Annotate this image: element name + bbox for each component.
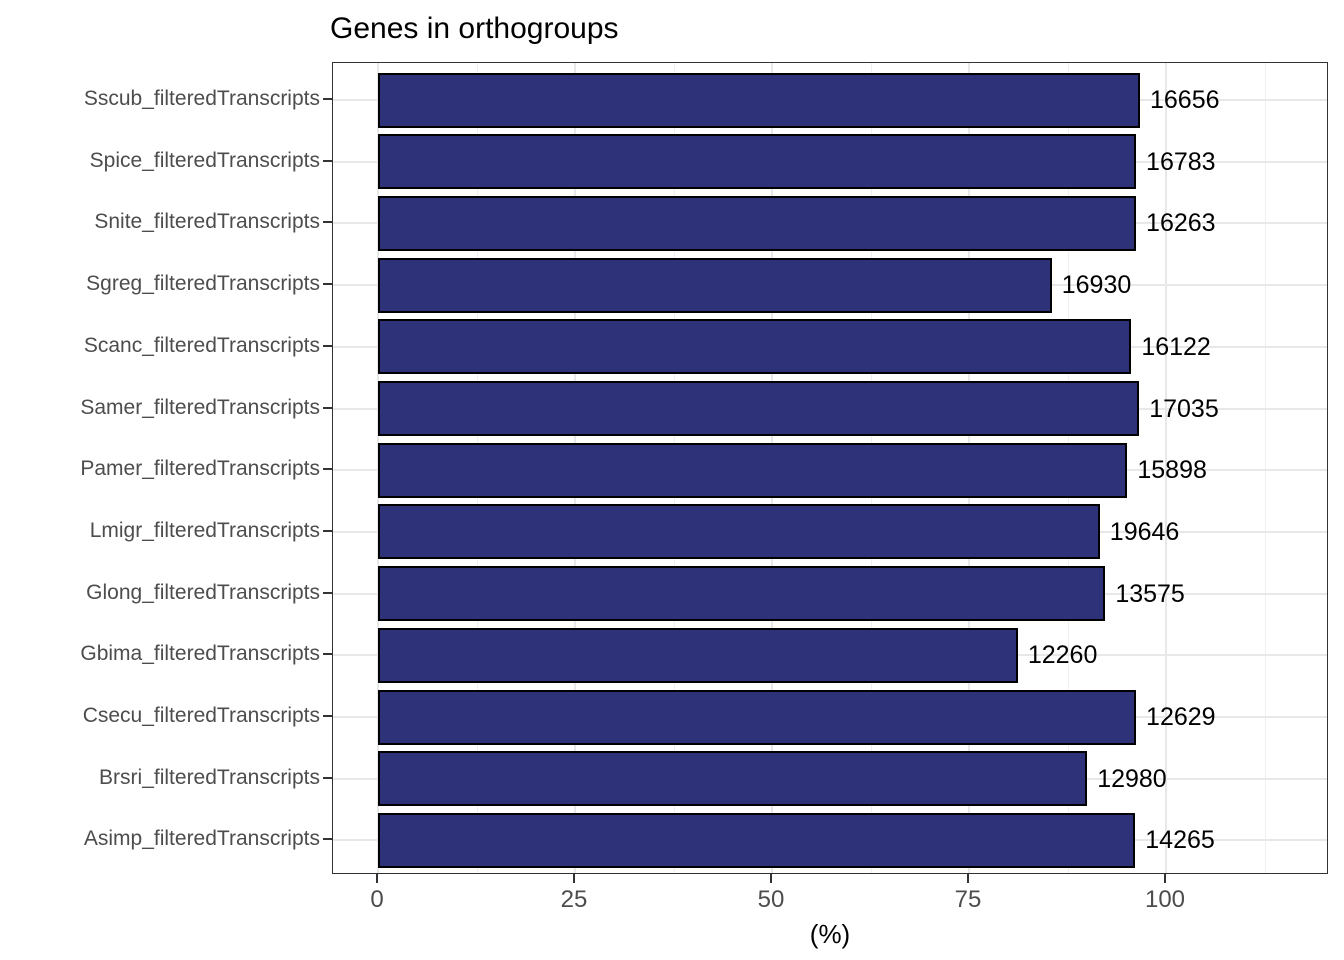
bar-value-label: 12629 (1146, 703, 1216, 731)
y-axis-tick-mark (323, 468, 332, 471)
bar (378, 134, 1137, 190)
bar (378, 812, 1136, 868)
bar (378, 689, 1137, 745)
bar (378, 566, 1106, 622)
x-axis-tick-mark (770, 874, 772, 883)
y-axis-category-label: Glong_filteredTranscripts (86, 580, 320, 604)
x-axis-tick-label: 100 (1144, 886, 1186, 913)
y-axis-labels: Sscub_filteredTranscripts Spice_filteredT… (0, 62, 320, 874)
y-axis-category-label: Gbima_filteredTranscripts (80, 642, 320, 666)
bar-value-label: 16122 (1141, 332, 1211, 361)
y-axis-category-label: Sgreg_filteredTranscripts (86, 272, 320, 296)
y-axis-category-label: Pamer_filteredTranscripts (80, 457, 320, 481)
y-axis-tick-mark (323, 406, 332, 409)
x-axis-title: (%) (809, 919, 851, 949)
y-axis-tick-mark (323, 529, 332, 532)
x-axis-tick-mark (573, 874, 575, 883)
y-axis-category-label: Spice_filteredTranscripts (89, 148, 320, 172)
bar-value-label: 12260 (1027, 641, 1098, 670)
bar (378, 72, 1140, 128)
bar-value-label: 16656 (1149, 86, 1220, 114)
y-axis-tick-mark (323, 159, 332, 162)
y-axis-category-label: Brsri_filteredTranscripts (99, 765, 320, 789)
bar-value-label: 14265 (1145, 826, 1215, 855)
bar-value-label: 16930 (1061, 271, 1132, 300)
bar (378, 442, 1128, 498)
y-axis-tick-mark (323, 838, 332, 841)
bar (378, 627, 1018, 683)
y-axis-tick-mark (323, 653, 332, 656)
y-axis-category-label: Scanc_filteredTranscripts (83, 333, 320, 357)
bar (378, 195, 1137, 251)
y-axis-tick-mark (323, 221, 332, 224)
y-axis-category-label: Samer_filteredTranscripts (80, 395, 320, 419)
bar-value-label: 15898 (1137, 456, 1207, 485)
x-axis-tick-label: 75 (954, 886, 982, 913)
y-axis-tick-mark (323, 98, 332, 100)
x-axis-tick-label: 50 (757, 886, 785, 913)
y-axis-tick-mark (323, 715, 332, 717)
x-axis-tick-mark (1164, 874, 1166, 883)
y-axis-category-label: Lmigr_filteredTranscripts (89, 518, 320, 542)
vertical-major-gridline (1165, 63, 1167, 873)
bar (378, 381, 1140, 436)
bar (378, 257, 1052, 313)
bar-value-label: 13575 (1115, 579, 1185, 608)
y-axis-tick-mark (323, 344, 332, 347)
bar (378, 504, 1100, 560)
bar-value-label: 19646 (1109, 517, 1180, 546)
x-axis-tick-label: 0 (370, 886, 384, 913)
vertical-minor-gridline (1264, 63, 1266, 873)
bar-value-label: 12980 (1097, 764, 1167, 793)
y-axis-tick-mark (323, 283, 332, 286)
y-axis-tick-mark (323, 776, 332, 779)
x-axis-tick-mark (967, 874, 969, 883)
bar-value-label: 16783 (1146, 147, 1216, 176)
y-axis-tick-mark (323, 591, 332, 594)
bar (378, 751, 1088, 807)
x-axis-tick-mark (376, 874, 378, 883)
y-axis-category-label: Sscub_filteredTranscripts (83, 87, 320, 110)
bar-value-label: 17035 (1149, 394, 1219, 423)
y-axis-category-label: Csecu_filteredTranscripts (82, 704, 320, 727)
bar (378, 319, 1132, 375)
chart-title: Genes in orthogroups (330, 12, 619, 45)
y-axis-category-label: Snite_filteredTranscripts (94, 210, 320, 234)
bar-value-label: 16263 (1146, 209, 1216, 238)
x-axis-tick-label: 25 (560, 886, 588, 913)
y-axis-category-label: Asimp_filteredTranscripts (83, 827, 320, 851)
plot-panel: 16656 16783 16263 16930 16122 17035 15898 19646… (332, 62, 1328, 874)
